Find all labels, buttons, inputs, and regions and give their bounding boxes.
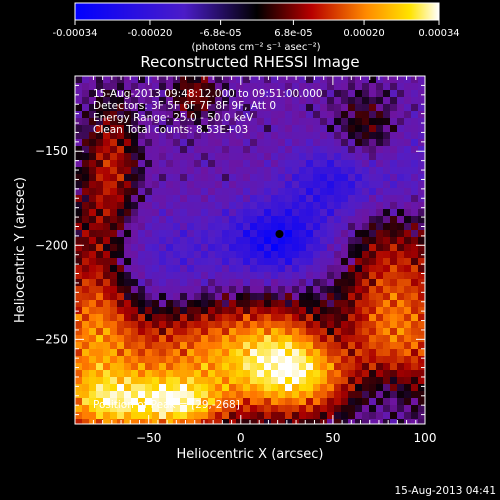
colorbar-tick-label: -0.00034 [53, 28, 98, 39]
y-tick-label: −250 [35, 332, 68, 346]
colorbar-tick-label: -0.00020 [127, 28, 172, 39]
info-line-detectors: Detectors: 3F 5F 6F 7F 8F 9F, Att 0 [93, 100, 276, 112]
axis-ticks: −50 0 50 100 −150 −200 −250 [35, 76, 436, 445]
info-line-energy: Energy Range: 25.0 - 50.0 keV [93, 112, 254, 124]
heatmap-image [75, 76, 425, 424]
colorbar-ticks: -0.00034 -0.00020 -6.8e-05 6.8e-05 0.00020 0.… [53, 20, 460, 39]
colorbar-tick-label: 0.00020 [343, 28, 384, 39]
colorbar-tick-label: 0.00034 [418, 28, 459, 39]
chart-title: Reconstructed RHESSI Image [140, 53, 359, 71]
x-tick-label: 50 [325, 431, 340, 445]
render-timestamp: 15-Aug-2013 04:41 [394, 485, 496, 497]
peak-position-label: Position of Peak = [29,-268] [93, 399, 240, 411]
x-axis-title: Heliocentric X (arcsec) [177, 447, 324, 462]
info-overlay: 15-Aug-2013 09:48:12.000 to 09:51:00.000… [93, 88, 323, 136]
info-line-counts: Clean Total counts: 8.53E+03 [93, 124, 248, 136]
y-tick-label: −150 [35, 144, 68, 158]
x-tick-label: 0 [237, 431, 245, 445]
y-tick-label: −200 [35, 238, 68, 252]
info-line-time: 15-Aug-2013 09:48:12.000 to 09:51:00.000 [93, 88, 323, 100]
x-tick-label: 100 [414, 431, 437, 445]
colorbar-tick-label: 6.8e-05 [274, 28, 312, 39]
colorbar-unit-label: (photons cm⁻² s⁻¹ asec⁻²) [191, 42, 320, 53]
y-axis-title: Heliocentric Y (arcsec) [13, 177, 28, 323]
x-tick-label: −50 [136, 431, 161, 445]
image-dark-core [275, 230, 284, 239]
colorbar [74, 2, 440, 21]
colorbar-tick-label: -6.8e-05 [200, 28, 242, 39]
